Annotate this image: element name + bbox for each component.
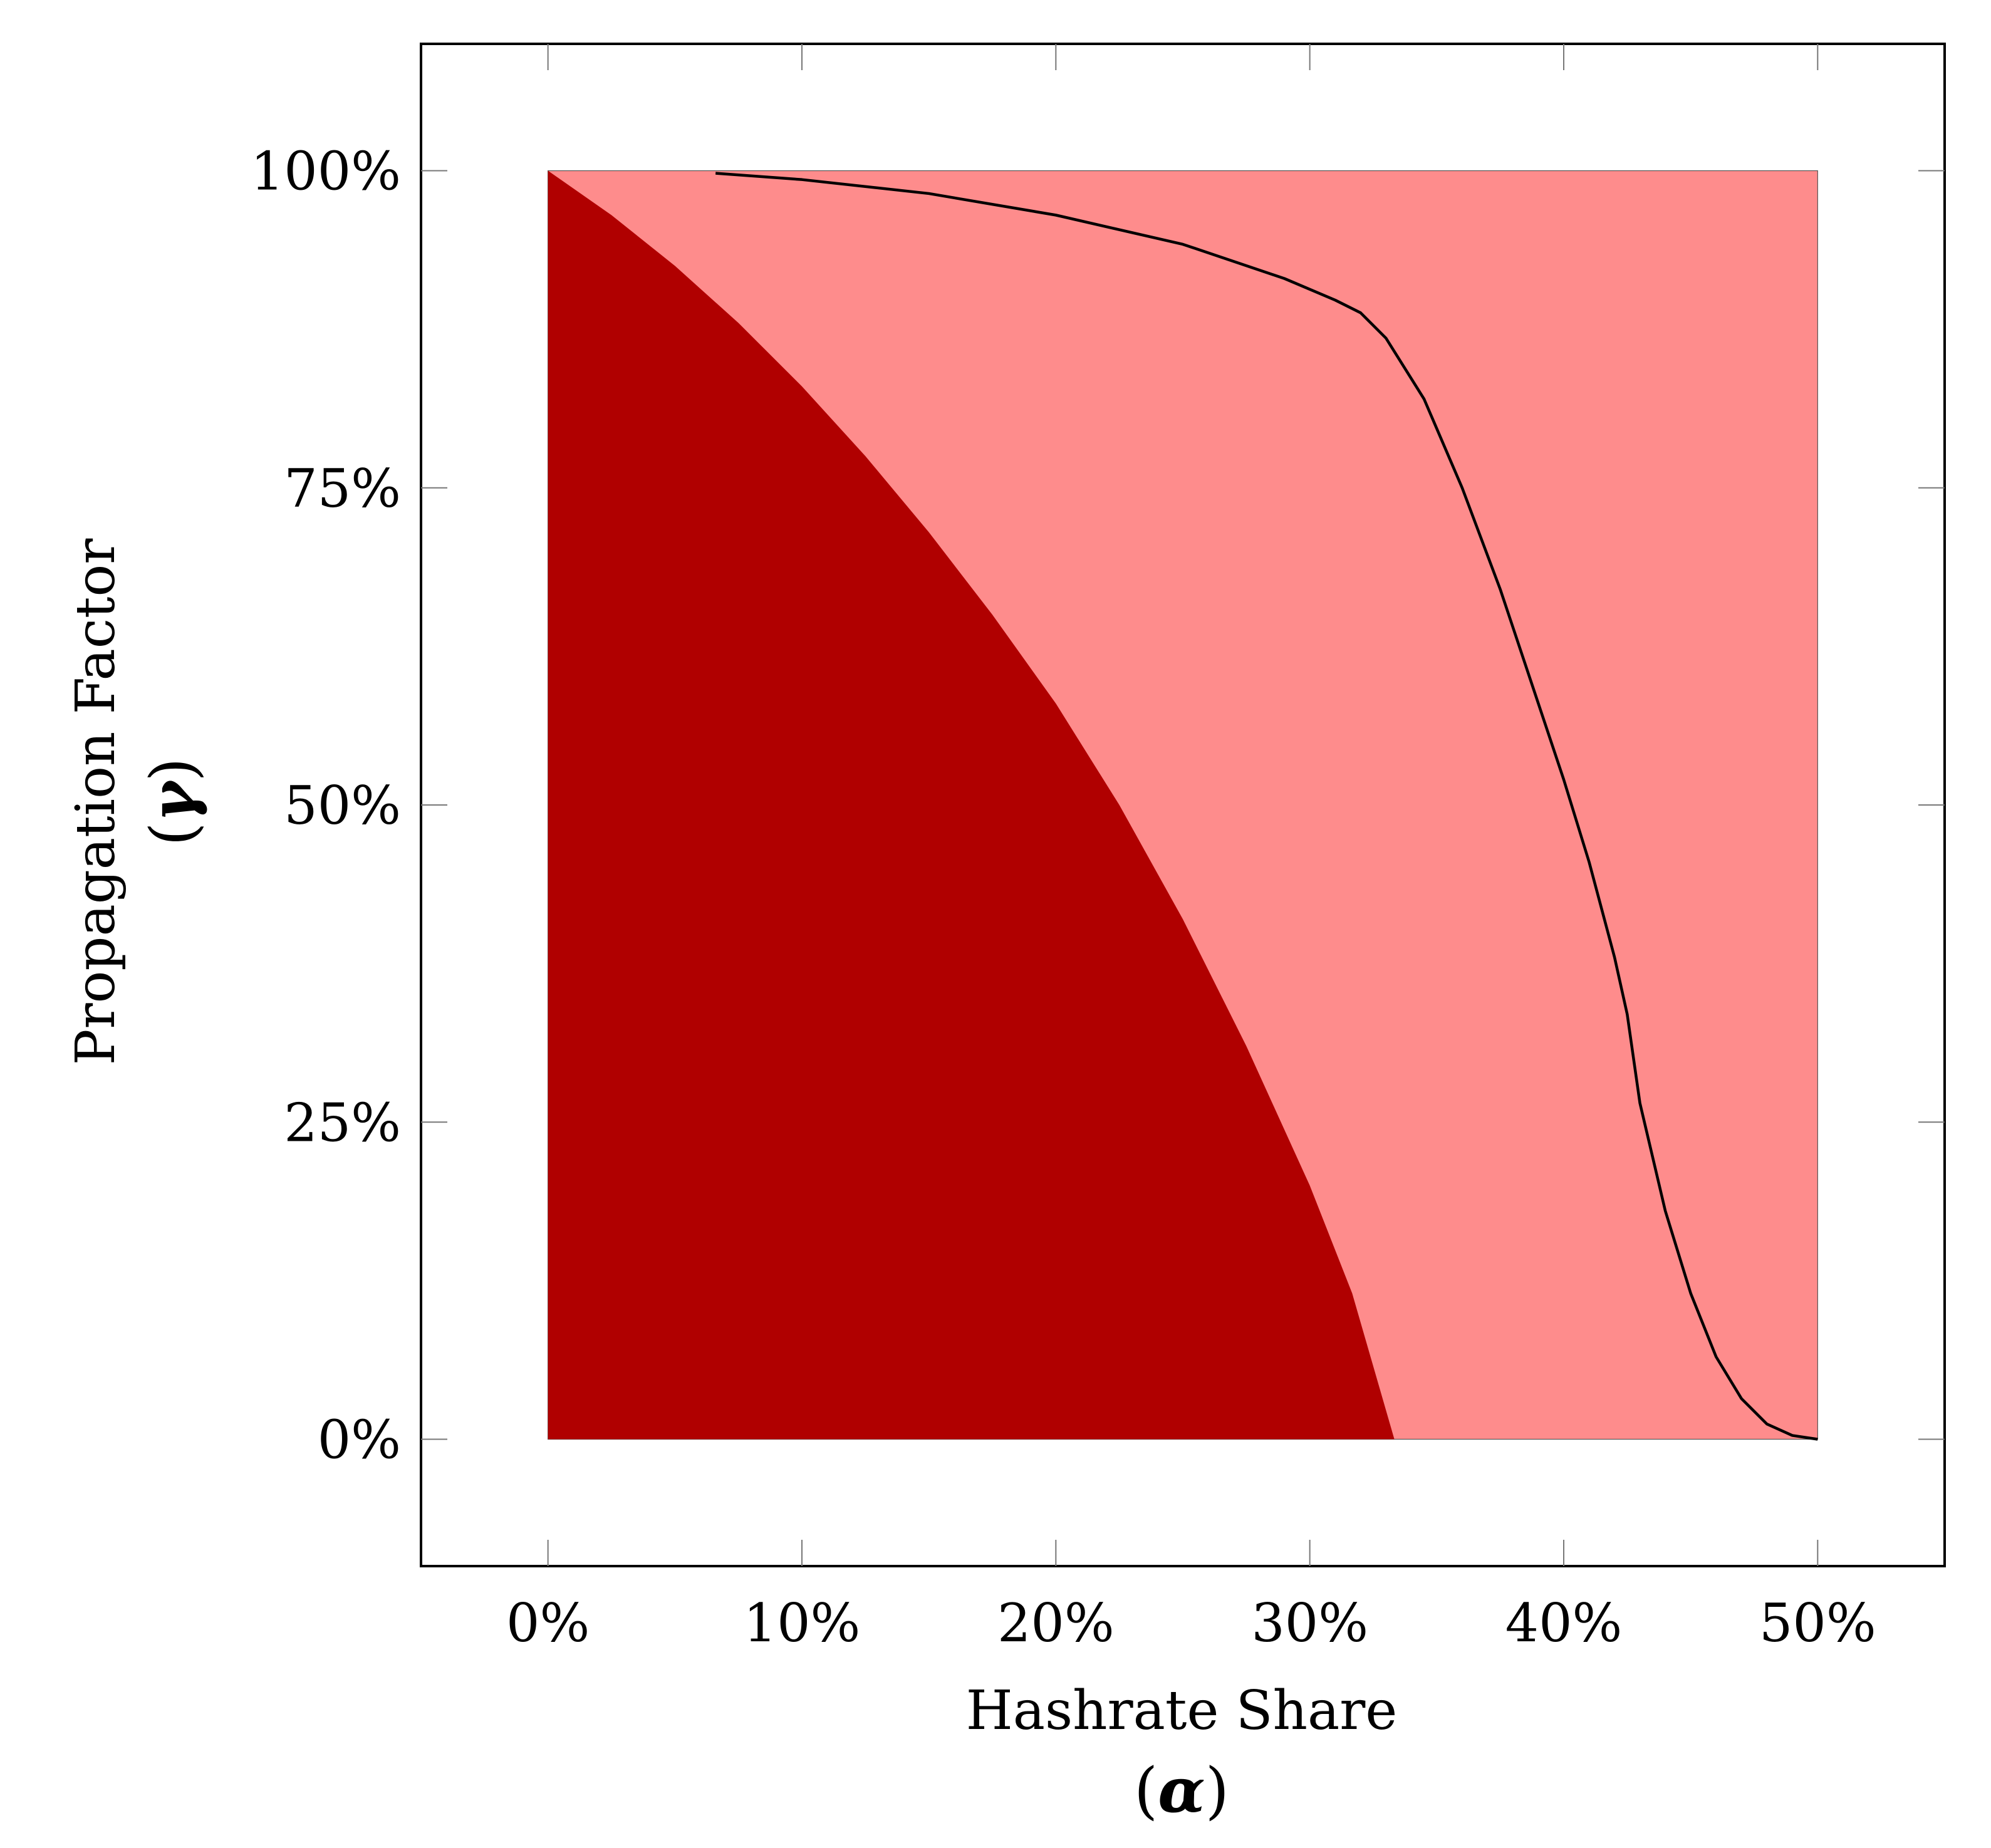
- boundary-curve: [715, 172, 1818, 1441]
- y-tick-labels: 0% 25% 50% 75% 100%: [251, 141, 401, 1471]
- x-tick-label: 20%: [997, 1592, 1115, 1654]
- plot-regions: [548, 170, 1818, 1440]
- axis-ticks: [421, 44, 1945, 1566]
- x-tick-label: 30%: [1251, 1592, 1368, 1654]
- x-tick-labels: 0% 10% 20% 30% 40% 50%: [506, 1592, 1876, 1654]
- y-axis-title: Propagation Factor: [65, 538, 127, 1066]
- y-tick-label: 75%: [284, 458, 401, 519]
- gamma-symbol: γ: [137, 779, 209, 822]
- x-tick-label: 50%: [1759, 1592, 1876, 1654]
- dark-region: [548, 170, 1395, 1440]
- y-tick-label: 25%: [284, 1092, 401, 1153]
- x-axis-title: Hashrate Share: [966, 1679, 1398, 1742]
- x-axis-symbol: (α): [1134, 1755, 1229, 1827]
- x-tick-label: 40%: [1505, 1592, 1623, 1654]
- y-axis-title-group: Propagation Factor: [65, 538, 127, 1066]
- y-tick-label: 100%: [251, 141, 401, 202]
- y-axis-symbol-group: (γ): [137, 757, 209, 846]
- x-tick-label: 10%: [744, 1592, 861, 1654]
- alpha-symbol: α: [1158, 1755, 1205, 1827]
- x-tick-label: 0%: [506, 1592, 590, 1654]
- y-axis-symbol: (γ): [137, 757, 209, 846]
- y-tick-label: 50%: [284, 775, 401, 836]
- y-tick-label: 0%: [318, 1409, 401, 1471]
